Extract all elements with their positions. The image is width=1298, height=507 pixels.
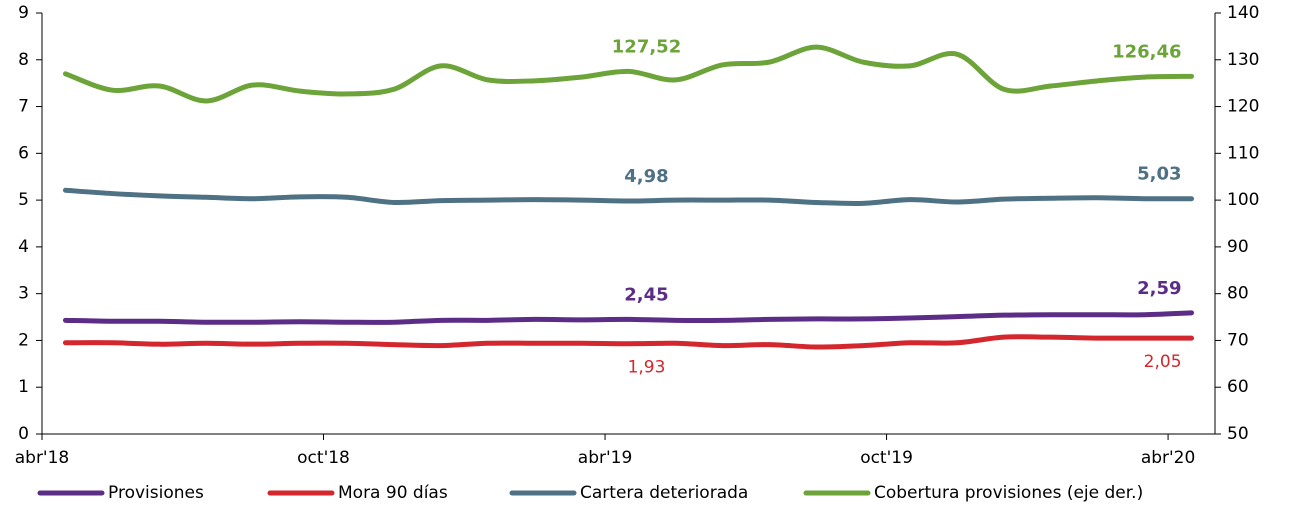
data-label: 4,98 xyxy=(624,166,668,187)
y2-tick-label: 100 xyxy=(1227,190,1259,210)
data-label: 2,59 xyxy=(1137,278,1181,299)
legend-label: Cobertura provisiones (eje der.) xyxy=(874,483,1143,503)
y-tick-label: 6 xyxy=(18,143,29,163)
y2-tick-label: 60 xyxy=(1227,377,1249,397)
data-label: 1,93 xyxy=(628,358,666,378)
y-tick-label: 7 xyxy=(18,97,29,117)
x-tick-label: abr'19 xyxy=(578,448,633,468)
y-tick-label: 5 xyxy=(18,190,29,210)
legend-label: Provisiones xyxy=(108,483,204,503)
y2-tick-label: 120 xyxy=(1227,97,1259,117)
x-tick-label: abr'20 xyxy=(1141,448,1196,468)
y-tick-label: 8 xyxy=(18,50,29,70)
legend-label: Cartera deteriorada xyxy=(580,483,748,503)
y2-tick-label: 70 xyxy=(1227,330,1249,350)
y2-tick-label: 50 xyxy=(1227,424,1249,444)
y-tick-label: 1 xyxy=(18,377,29,397)
data-label: 5,03 xyxy=(1137,164,1181,185)
y2-tick-label: 110 xyxy=(1227,143,1259,163)
series-line xyxy=(62,187,1195,207)
series-line xyxy=(62,310,1195,325)
y-tick-label: 0 xyxy=(18,424,29,444)
data-label: 2,05 xyxy=(1144,352,1182,372)
y-tick-label: 3 xyxy=(18,284,29,304)
y2-tick-label: 80 xyxy=(1227,284,1249,304)
data-label: 2,45 xyxy=(624,284,668,305)
y-tick-label: 2 xyxy=(18,330,29,350)
series-line xyxy=(62,44,1195,104)
legend-label: Mora 90 días xyxy=(338,483,448,503)
data-label: 126,46 xyxy=(1112,41,1181,62)
y2-tick-label: 130 xyxy=(1227,50,1259,70)
data-label: 127,52 xyxy=(612,36,681,57)
y2-tick-label: 140 xyxy=(1227,3,1259,23)
y-tick-label: 9 xyxy=(18,3,29,23)
series-line xyxy=(62,334,1195,350)
x-tick-label: abr'18 xyxy=(15,448,70,468)
y2-tick-label: 90 xyxy=(1227,237,1249,257)
x-tick-label: oct'19 xyxy=(860,448,913,468)
y-tick-label: 4 xyxy=(18,237,29,257)
x-tick-label: oct'18 xyxy=(297,448,350,468)
